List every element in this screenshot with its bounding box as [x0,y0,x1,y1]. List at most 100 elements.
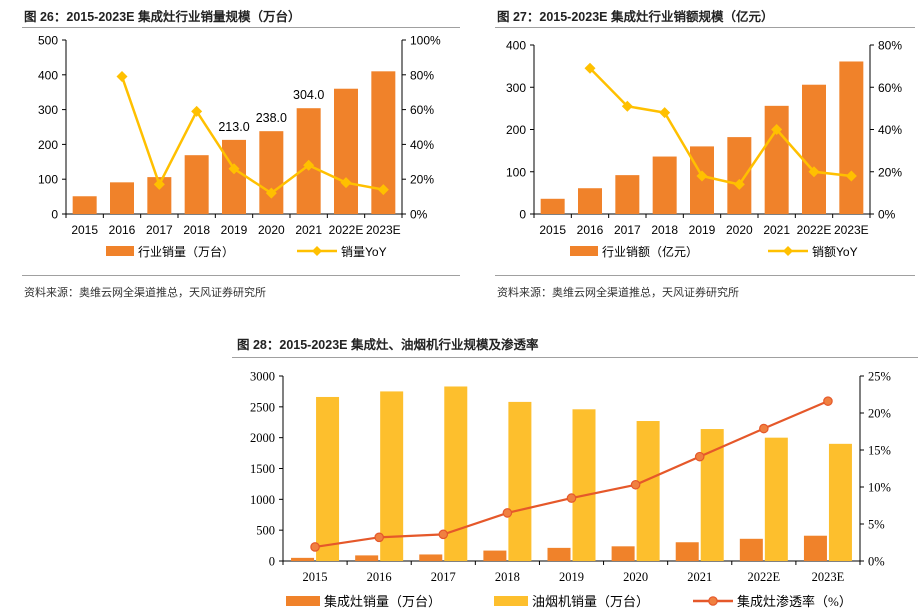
fig28-point [438,529,449,540]
fig27-left-tick-label: 300 [506,81,526,95]
fig27-bar [764,105,789,214]
fig28-bar [675,542,699,561]
fig27-point [845,170,857,182]
fig26-right-tick-label: 20% [410,173,434,187]
fig28-point [694,451,705,462]
fig27-bar [652,156,677,214]
fig27-point [733,178,745,190]
fig26-right-tick-label: 40% [410,138,434,152]
fig26-point [116,71,128,83]
fig28-bar [444,386,468,561]
fig27-x-tick-label: 2023E [834,223,869,237]
fig28-left-tick-label: 0 [269,555,275,569]
fig26-x-tick-label: 2020 [258,223,285,237]
fig26-title: 图 26：2015-2023E 集成灶行业销量规模（万台） [24,10,301,24]
fig28-bar [764,437,788,561]
fig28-bar [419,554,443,561]
fig28-left-tick-label: 2500 [250,400,275,414]
fig28-legend-label: 集成灶渗透率（%） [737,594,852,609]
fig28-bar [700,429,724,561]
fig26-point [377,184,389,196]
fig28-point [374,532,384,543]
fig27-title: 图 27：2015-2023E 集成灶行业销额规模（亿元） [497,10,774,24]
fig28-bar [380,391,404,561]
fig26-source-rule [22,275,460,276]
fig28-bar [508,401,532,561]
fig28-right-tick-label: 25% [868,370,891,384]
fig26-legend-label: 销量YoY [341,245,387,259]
fig28-legend-label: 油烟机销量（万台） [532,594,649,609]
fig26-source: 资料来源：奥维云网全渠道推总，天风证券研究所 [24,287,266,299]
fig27-point [771,124,783,135]
fig26-series-line [120,76,384,195]
fig27-source: 资料来源：奥维云网全渠道推总，天风证券研究所 [497,287,739,299]
fig27-legend-label: 销额YoY [812,245,858,259]
fig26-right-tick-label: 80% [410,68,434,82]
fig26-left-tick-label: 0 [51,208,58,222]
fig26-legend-swatch [106,246,134,256]
fig26-point [265,187,277,199]
fig26-x-tick-label: 2021 [295,223,322,237]
fig26-left-tick-label: 100 [38,173,58,187]
fig26-x-tick-label: 2022E [329,223,364,237]
fig27-x-tick-label: 2022E [797,223,832,237]
fig26-bar [334,88,358,214]
fig28-point [502,508,513,518]
fig26-bar [110,182,134,214]
fig26-right-tick-label: 0% [410,208,428,222]
fig26-bar [72,196,97,214]
fig27-point [659,107,671,119]
fig27-right-tick-label: 60% [878,81,902,95]
fig28-title-rule [232,357,918,358]
fig28-title: 图 28：2015-2023E 集成灶、油烟机行业规模及渗透率 [237,338,539,352]
fig27-x-tick-label: 2016 [577,223,604,237]
fig26-legend-marker [312,246,322,256]
fig26-right-tick-label: 100% [410,34,441,48]
fig28-point [823,396,833,406]
fig28-legend-marker [708,596,718,606]
fig26-point [153,178,165,190]
fig28-right-tick-label: 15% [868,444,891,458]
fig28-bar [611,546,635,561]
fig26-x-tick-label: 2023E [366,223,401,237]
fig26-x-tick-label: 2015 [71,223,98,237]
fig26-legend-label: 行业销量（万台） [138,244,234,259]
fig27-point [584,62,596,74]
fig28-x-tick-label: 2021 [687,570,712,584]
fig28-x-tick-label: 2022E [748,570,781,584]
fig27-bar [540,198,565,214]
fig26-left-tick-label: 200 [38,138,58,152]
fig27-x-tick-label: 2018 [651,223,678,237]
fig26-left-tick-label: 500 [38,34,58,48]
fig27-x-tick-label: 2015 [539,223,566,237]
fig26-point [303,159,315,171]
fig26-right-tick-label: 60% [410,103,434,117]
fig28-right-tick-label: 20% [868,407,891,421]
fig28-bar [316,396,340,561]
fig28-bar [355,555,379,561]
fig27-right-tick-label: 20% [878,165,902,179]
fig27-point [621,100,633,112]
fig28-point [566,493,577,503]
fig28-x-tick-label: 2018 [495,570,520,584]
fig27-x-tick-label: 2017 [614,223,641,237]
fig26-data-label: 304.0 [293,88,324,102]
fig27-bar [615,175,640,214]
fig28-left-tick-label: 1000 [250,493,275,507]
fig26-point [340,177,352,189]
fig27-bar [839,61,864,214]
fig28-bar [572,409,596,561]
fig27-point [808,166,820,178]
fig28-point [630,479,641,490]
fig28-right-tick-label: 10% [868,481,891,495]
fig28-bar [483,550,507,561]
fig26-x-tick-label: 2018 [183,223,210,237]
fig27-series-line [589,67,852,186]
fig28-legend-label: 集成灶销量（万台） [324,594,441,609]
fig27-left-tick-label: 0 [519,208,526,222]
fig27-bar [802,84,826,214]
fig28-bar [636,421,660,561]
fig28-x-tick-label: 2015 [303,570,328,584]
fig27-left-tick-label: 100 [506,165,526,179]
